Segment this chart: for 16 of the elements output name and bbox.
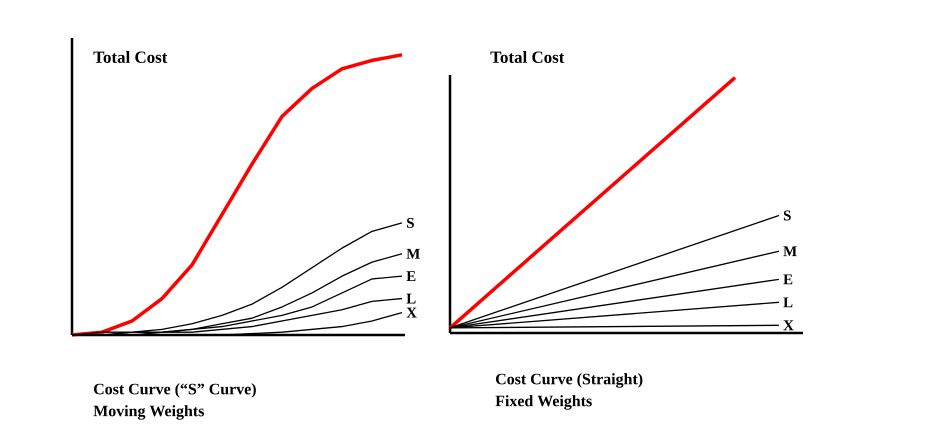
series-label: E [406,271,416,282]
series-label: M [783,246,797,256]
text: Fixed Weights [495,395,592,410]
text: Cost Curve (“S” Curve) [94,383,256,398]
series-label: L [406,294,416,304]
series-label: X [783,320,794,330]
text: Moving Weights [93,405,204,420]
series-label: L [783,297,792,308]
series-label: E [783,274,792,284]
series-label: S [407,218,414,228]
y-axis-title: Total Cost [93,51,168,63]
text: Cost Curve (Straight) [496,373,642,388]
series-label: S [784,210,791,220]
series-label: X [406,308,417,318]
y-axis-title: Total Cost [490,51,564,63]
series-label: M [406,248,420,259]
